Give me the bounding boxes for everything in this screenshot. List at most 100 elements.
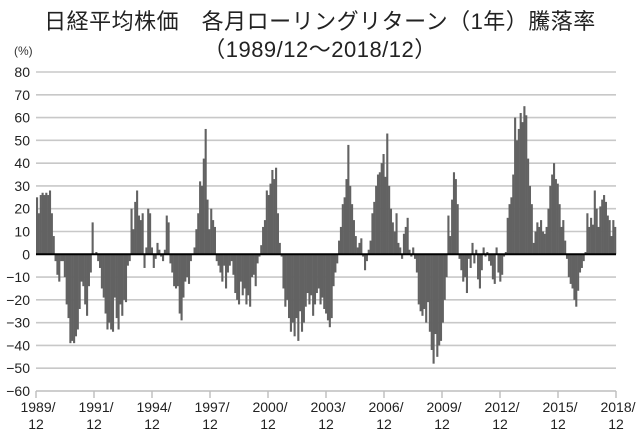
bar [149,213,152,255]
bar [540,220,543,255]
bar [438,254,441,346]
bar [110,254,113,330]
bar [213,226,216,255]
x-tick-label-month: 12 [434,416,450,432]
bar [443,254,446,300]
bar [304,254,307,307]
bar [491,254,494,280]
bar [382,154,385,255]
bar [84,254,87,305]
bar [39,195,42,255]
bar [512,174,515,255]
y-axis-unit-label: (%) [14,44,33,58]
bar [291,254,294,323]
bar [352,220,355,255]
bar [590,217,593,255]
bar [580,254,583,268]
x-axis: 1989/121991/121994/121997/122000/122003/… [20,390,636,432]
bar [360,238,363,255]
bar [269,183,272,255]
bar [591,224,595,255]
bar [45,192,48,255]
bar [545,226,548,255]
bar [373,201,376,255]
bar [276,213,279,255]
bar [239,254,242,282]
bar [275,167,278,255]
bar [297,254,300,341]
bar [534,231,537,255]
bar [610,236,613,255]
bar [195,229,198,255]
bar [300,254,304,332]
bar [595,208,598,255]
y-tick-label: 80 [14,64,30,80]
bar [132,229,135,255]
y-tick-label: −20 [6,292,30,308]
bar [137,215,141,255]
bar [582,254,585,262]
bar [278,242,281,255]
bar [578,254,582,273]
bar [367,249,370,255]
bar [506,217,509,255]
bar [184,254,187,282]
bar [82,254,85,287]
bar [504,252,507,255]
bar [562,220,565,255]
bar [167,222,170,255]
x-tick-label-year: 2006/ [368,399,403,415]
bar [567,254,570,278]
bar [226,254,229,273]
x-tick-label-month: 12 [376,416,392,432]
bar [319,254,322,305]
bar [456,204,459,255]
bar [258,254,261,257]
bar [106,254,109,330]
bar [432,254,435,364]
bar [549,185,552,255]
bar [354,236,357,255]
bar [508,204,511,255]
bar [501,254,504,275]
bar [141,213,144,255]
bar [345,179,348,255]
y-tick-label: 0 [22,246,30,262]
bar [223,254,226,266]
bar [241,254,244,296]
bar [206,199,209,255]
bar [521,122,524,255]
bar [260,245,263,255]
bar [113,254,116,298]
bar [489,254,493,266]
bar [439,254,443,341]
bar [89,254,92,273]
bar [288,254,291,319]
bar [74,254,78,337]
y-tick-label: −40 [6,337,30,353]
bar [280,254,283,257]
bar [119,254,122,305]
y-tick-label: 50 [14,132,30,148]
bar [449,236,452,255]
bar [265,190,268,255]
bar [321,254,324,298]
bar [369,240,372,255]
bar [386,133,389,255]
bar [365,254,368,262]
bar [160,254,163,257]
bar [267,195,270,255]
y-tick-label: 30 [14,178,30,194]
bar [378,172,381,255]
bar [447,215,450,255]
bar [475,249,478,255]
bar [252,254,255,275]
bar [601,199,604,255]
bar [328,254,331,328]
bar [565,254,569,259]
bar [43,195,46,255]
bar [395,213,398,255]
bar [519,113,522,255]
bar [412,247,415,255]
bar [417,254,420,305]
